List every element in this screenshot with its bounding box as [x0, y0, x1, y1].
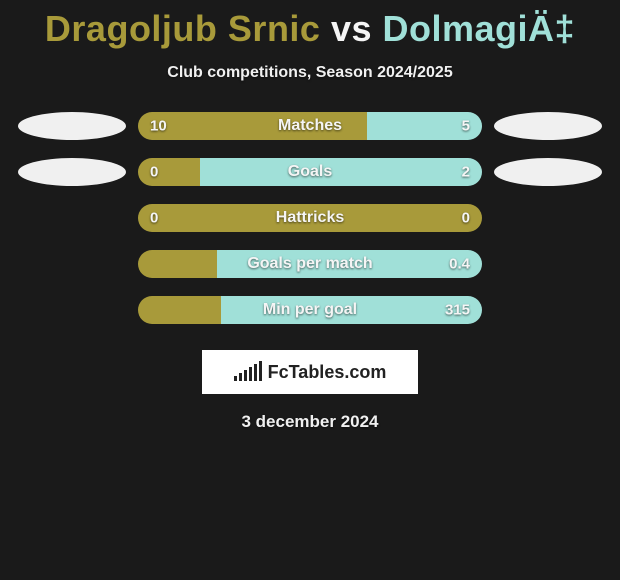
stat-label: Goals [288, 163, 332, 181]
stat-row: 315 Min per goal [0, 296, 620, 324]
comparison-title: Dragoljub Srnic vs DolmagiÄ‡ [0, 0, 620, 50]
stat-right-value: 2 [462, 164, 470, 181]
stat-bar: 10 5 Matches [138, 112, 482, 140]
player1-name: Dragoljub Srnic [45, 8, 321, 49]
stat-left-value: 0 [150, 210, 158, 227]
ellipse-spacer [494, 250, 602, 278]
ellipse-spacer [18, 250, 126, 278]
stat-right-value: 0.4 [449, 256, 470, 273]
stat-row: 10 5 Matches [0, 112, 620, 140]
stat-left-value: 10 [150, 118, 167, 135]
stat-row: 0.4 Goals per match [0, 250, 620, 278]
stat-row: 0 0 Hattricks [0, 204, 620, 232]
stat-label: Matches [278, 117, 342, 135]
date-text: 3 december 2024 [0, 412, 620, 432]
stat-rows: 10 5 Matches 0 2 Goals 0 0 Hattricks 0.4 Goals per… [0, 112, 620, 324]
brand-bar-segment [259, 361, 262, 381]
stat-right-value: 5 [462, 118, 470, 135]
ellipse-spacer [494, 296, 602, 324]
vs-text: vs [331, 8, 372, 49]
stat-label: Hattricks [276, 209, 344, 227]
stat-bar: 0 0 Hattricks [138, 204, 482, 232]
bar-left-fill [138, 158, 200, 186]
player1-ellipse [18, 158, 126, 186]
ellipse-spacer [494, 204, 602, 232]
brand-bar-segment [234, 376, 237, 381]
stat-label: Goals per match [247, 255, 372, 273]
player1-ellipse [18, 112, 126, 140]
bar-left-fill [138, 296, 221, 324]
stat-label: Min per goal [263, 301, 357, 319]
brand-bars-icon [234, 363, 262, 381]
brand-text: FcTables.com [268, 362, 387, 383]
bar-right-fill [200, 158, 482, 186]
ellipse-spacer [18, 296, 126, 324]
ellipse-spacer [18, 204, 126, 232]
stat-row: 0 2 Goals [0, 158, 620, 186]
stat-right-value: 315 [445, 302, 470, 319]
brand-bar-segment [239, 373, 242, 381]
subtitle: Club competitions, Season 2024/2025 [0, 64, 620, 82]
bar-left-fill [138, 250, 217, 278]
stat-bar: 0.4 Goals per match [138, 250, 482, 278]
player2-ellipse [494, 112, 602, 140]
stat-bar: 0 2 Goals [138, 158, 482, 186]
brand-bar-segment [254, 364, 257, 381]
player2-ellipse [494, 158, 602, 186]
brand-bar-segment [244, 370, 247, 381]
stat-bar: 315 Min per goal [138, 296, 482, 324]
stat-right-value: 0 [462, 210, 470, 227]
brand-bar-segment [249, 367, 252, 381]
stat-left-value: 0 [150, 164, 158, 181]
player2-name: DolmagiÄ‡ [383, 8, 576, 49]
brand-box: FcTables.com [202, 350, 418, 394]
